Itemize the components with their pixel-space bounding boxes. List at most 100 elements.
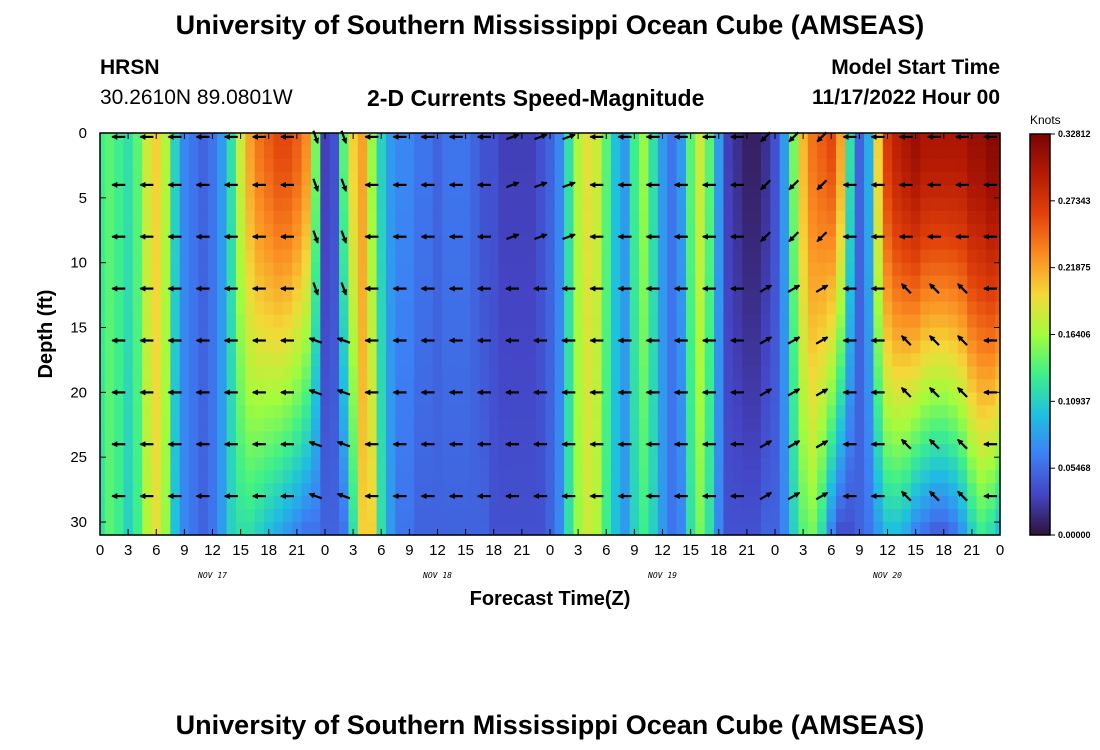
heat-cell — [264, 236, 275, 251]
heat-cell — [517, 327, 528, 342]
heat-cell — [751, 275, 762, 290]
heat-cell — [100, 223, 106, 238]
current-vector-arrow — [957, 283, 968, 294]
heat-cell — [292, 210, 303, 225]
heat-cell — [142, 379, 153, 393]
heat-cell — [498, 327, 509, 342]
heat-cell — [732, 470, 743, 484]
heat-cell — [798, 444, 809, 458]
heat-cell — [489, 418, 500, 432]
heat-cell — [817, 392, 828, 406]
heat-cell — [460, 392, 471, 406]
heat-cell — [873, 158, 884, 173]
heat-cell — [995, 470, 1001, 484]
heat-cell — [995, 197, 1001, 212]
heat-cell — [920, 483, 931, 497]
heat-cell — [629, 327, 640, 342]
heat-cell — [723, 301, 734, 316]
heat-cell — [789, 236, 800, 251]
heat-cell — [948, 405, 959, 419]
heat-cell — [395, 444, 406, 458]
heat-cell — [826, 301, 837, 316]
heat-cell — [845, 353, 856, 368]
current-vector-arrow — [787, 491, 801, 501]
heat-cell — [264, 210, 275, 225]
heat-cell — [395, 457, 406, 471]
heat-cell — [245, 353, 256, 368]
heat-cell — [142, 184, 153, 199]
heat-cell — [648, 197, 659, 212]
heat-cell — [957, 522, 968, 536]
heat-cell — [273, 223, 284, 238]
x-tick-label: 21 — [739, 542, 756, 559]
heat-cell — [170, 522, 181, 536]
heat-cell — [395, 314, 406, 329]
heat-cell — [545, 418, 556, 432]
heat-cell — [751, 145, 762, 160]
heat-cell — [882, 470, 893, 484]
heat-cell — [460, 249, 471, 264]
heat-cell — [310, 223, 321, 238]
heat-cell — [226, 184, 237, 199]
heat-cell — [779, 418, 790, 432]
heat-cell — [460, 483, 471, 497]
heat-cell — [235, 470, 246, 484]
heat-cell — [723, 444, 734, 458]
heat-cell — [854, 340, 865, 355]
heat-cell — [301, 158, 312, 173]
heat-cell — [667, 353, 678, 368]
heat-cell — [948, 353, 959, 368]
heat-cell — [657, 314, 668, 329]
heat-cell — [348, 249, 359, 264]
heat-cell — [920, 133, 931, 147]
heat-cell — [189, 353, 200, 368]
heat-cell — [967, 340, 978, 355]
heat-cell — [704, 418, 715, 432]
heat-cell — [142, 133, 153, 147]
heat-cell — [920, 301, 931, 316]
heat-cell — [826, 353, 837, 368]
heat-cell — [817, 327, 828, 342]
heat-cell — [648, 262, 659, 277]
heat-cell — [170, 470, 181, 484]
heat-cell — [100, 158, 106, 173]
heat-cell — [854, 522, 865, 536]
x-tick-label: 9 — [630, 542, 638, 559]
heat-cell — [995, 249, 1001, 264]
heat-cell — [901, 327, 912, 342]
heat-cell — [620, 509, 631, 523]
heat-cell — [685, 509, 696, 523]
heat-cell — [779, 470, 790, 484]
heat-cell — [535, 301, 546, 316]
heat-cell — [282, 133, 293, 147]
heat-cell — [432, 133, 443, 147]
heat-cell — [826, 184, 837, 199]
heat-cell — [845, 470, 856, 484]
heat-cell — [892, 418, 903, 432]
heat-cell — [573, 236, 584, 251]
heat-cell — [639, 457, 650, 471]
heat-cell — [498, 483, 509, 497]
heat-cell — [479, 184, 490, 199]
heat-cell — [310, 470, 321, 484]
heat-cell — [939, 236, 950, 251]
heat-cell — [995, 418, 1001, 432]
heat-cell — [301, 470, 312, 484]
heat-cell — [385, 496, 396, 510]
heat-cell — [357, 379, 368, 393]
current-vector-arrow — [788, 179, 800, 191]
heat-cell — [798, 457, 809, 471]
heat-cell — [639, 418, 650, 432]
heat-cell — [676, 483, 687, 497]
heat-cell — [320, 210, 331, 225]
heat-cell — [254, 133, 265, 147]
heat-cell — [864, 184, 875, 199]
heat-cell — [339, 301, 350, 316]
heat-cell — [910, 197, 921, 212]
heat-cell — [751, 496, 762, 510]
heat-cell — [545, 483, 556, 497]
heat-cell — [882, 353, 893, 368]
heat-cell — [142, 327, 153, 342]
heat-cell — [329, 133, 340, 147]
heat-cell — [498, 145, 509, 160]
